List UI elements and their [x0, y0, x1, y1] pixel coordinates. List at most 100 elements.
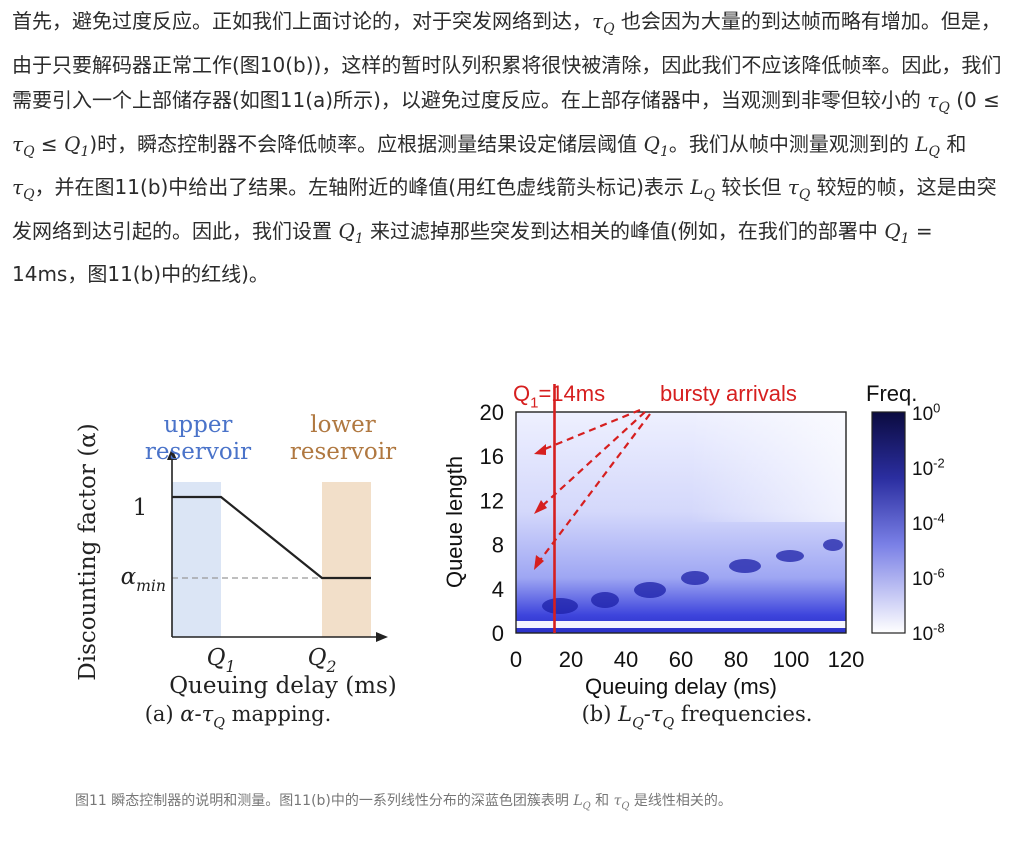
lower-label: lower: [310, 412, 376, 438]
plot-frame: [515, 411, 847, 634]
math-subscript: 1: [659, 143, 669, 160]
y-tick-label: 16: [480, 444, 504, 469]
math-symbol: 10: [912, 569, 933, 590]
text-run: Discounting factor (α): [75, 423, 101, 680]
text-run: 首先，避免过度反应。正如我们上面讨论的，对于突发网络到达，: [12, 9, 592, 33]
math-symbol: 10: [912, 514, 933, 535]
text-run: 0: [492, 621, 504, 646]
text-run: 和: [590, 793, 614, 809]
math-subscript: Q: [603, 21, 615, 37]
math-symbol: 10: [912, 624, 933, 645]
y-tick-label: 12: [480, 488, 504, 513]
y-tick-label: 4: [492, 577, 504, 602]
y-tick-label: 1: [133, 495, 148, 521]
text-run: 较长但: [715, 175, 788, 199]
math-symbol: τ: [927, 88, 939, 112]
y-tick-label: αmin: [121, 564, 166, 595]
text-run: 16: [480, 444, 504, 469]
text-run: 和: [940, 131, 967, 156]
annotation: bursty arrivals: [660, 381, 797, 406]
bursty-arrows: [537, 408, 651, 564]
math-superscript: 0: [933, 400, 940, 415]
paragraph: 首先，避免过度反应。正如我们上面讨论的，对于突发网络到达，τQ 也会因为大量的到…: [12, 4, 1002, 293]
text-run: =14ms: [538, 381, 605, 406]
x-arrow: [376, 632, 388, 642]
text-run: Queuing delay (ms): [169, 673, 397, 699]
upper-band: [172, 482, 221, 637]
math-subscript: Q: [798, 187, 811, 203]
text-run: -: [194, 702, 201, 726]
y-tick-label: 8: [492, 533, 504, 558]
math-subscript: Q: [621, 800, 630, 812]
math-symbol: τ: [592, 9, 604, 33]
x-tick-label: Q1: [207, 645, 236, 676]
x-tick-label: 20: [559, 647, 583, 672]
math-subscript: 1: [80, 143, 90, 160]
math-subscript: Q: [663, 715, 675, 731]
legend-title: Freq.: [866, 381, 917, 406]
text-run: ，并在图11(b)中给出了结果。左轴附近的峰值(用红色虚线箭头标记)表示: [34, 175, 691, 199]
x-tick-label: 100: [773, 647, 810, 672]
math-subscript: min: [136, 576, 166, 595]
text-run: -: [644, 702, 651, 726]
math-symbol: α: [121, 564, 137, 590]
text-run: 120: [828, 647, 865, 672]
x-tick-label: 80: [724, 647, 748, 672]
y-tick-label: 0: [492, 621, 504, 646]
y-axis-label: Queue length: [442, 456, 467, 588]
colorbar: [871, 411, 906, 634]
math-symbol: 10: [912, 404, 933, 425]
text-run: upper: [164, 412, 233, 438]
lower-band: [322, 482, 371, 637]
math-symbol: α: [180, 702, 194, 726]
text-run: 是线性相关的。: [629, 793, 732, 809]
text-run: 也会因为大量的到达帧而略有增加。但是，由于只要解码器正常工作(图10(b))，这…: [12, 9, 1002, 112]
figure-caption: 图11 瞬态控制器的说明和测量。图11(b)中的一系列线性分布的深蓝色团簇表明 …: [75, 790, 955, 812]
math-superscript: -4: [933, 510, 944, 525]
math-symbol: τ: [787, 175, 799, 199]
x-tick-label: 0: [510, 647, 522, 672]
math-symbol: τ: [202, 702, 214, 726]
math-subscript: 1: [225, 657, 235, 676]
lower-label: reservoir: [290, 439, 396, 465]
text-run: mapping.: [225, 702, 331, 726]
text-run: (a): [145, 702, 181, 726]
text-run: )时，瞬态控制器不会降低帧率。应根据测量结果设定储层阈值: [89, 131, 644, 156]
y-arrow: [167, 448, 177, 460]
colorbar-tick-label: 10-2: [912, 455, 945, 480]
math-subscript: 1: [354, 230, 364, 247]
text-run: Queue length: [442, 456, 467, 588]
x-axis-label: Queuing delay (ms): [169, 673, 397, 699]
colorbar-tick-label: 10-6: [912, 565, 945, 590]
text-run: 1: [133, 495, 148, 521]
text-run: (0 ≤: [949, 88, 1000, 112]
text-run: Freq.: [866, 381, 917, 406]
text-run: lower: [310, 412, 376, 438]
text-run: 60: [669, 647, 693, 672]
math-subscript: Q: [23, 187, 35, 203]
text-run: 8: [492, 533, 504, 558]
subfigure-caption: (a) α-τQ mapping.: [145, 702, 332, 731]
text-run: reservoir: [290, 439, 396, 465]
clusters: [542, 539, 843, 614]
math-superscript: -6: [933, 565, 944, 580]
math-subscript: Q: [582, 800, 591, 812]
math-symbol: τ: [12, 175, 24, 199]
arrow-heads: [534, 444, 547, 570]
heatmap-fade: [690, 412, 846, 522]
text-run: 来过滤掉那些突发到达相关的峰值(例如，在我们的部署中: [363, 218, 885, 243]
math-subscript: Q: [632, 715, 644, 731]
y-axis-label: Discounting factor (α): [75, 423, 101, 680]
text-run: 。我们从帧中测量观测到的: [668, 131, 916, 156]
math-symbol: Q: [338, 218, 355, 243]
math-symbol: Q: [643, 131, 660, 156]
math-symbol: L: [617, 702, 632, 726]
heatmap-zero-row: [516, 621, 846, 628]
math-symbol: τ: [613, 793, 622, 809]
text-run: reservoir: [145, 439, 251, 465]
x-tick-label: 40: [614, 647, 638, 672]
text-run: Queuing delay (ms): [585, 674, 777, 699]
math-subscript: Q: [928, 143, 940, 160]
math-subscript: Q: [213, 715, 225, 731]
